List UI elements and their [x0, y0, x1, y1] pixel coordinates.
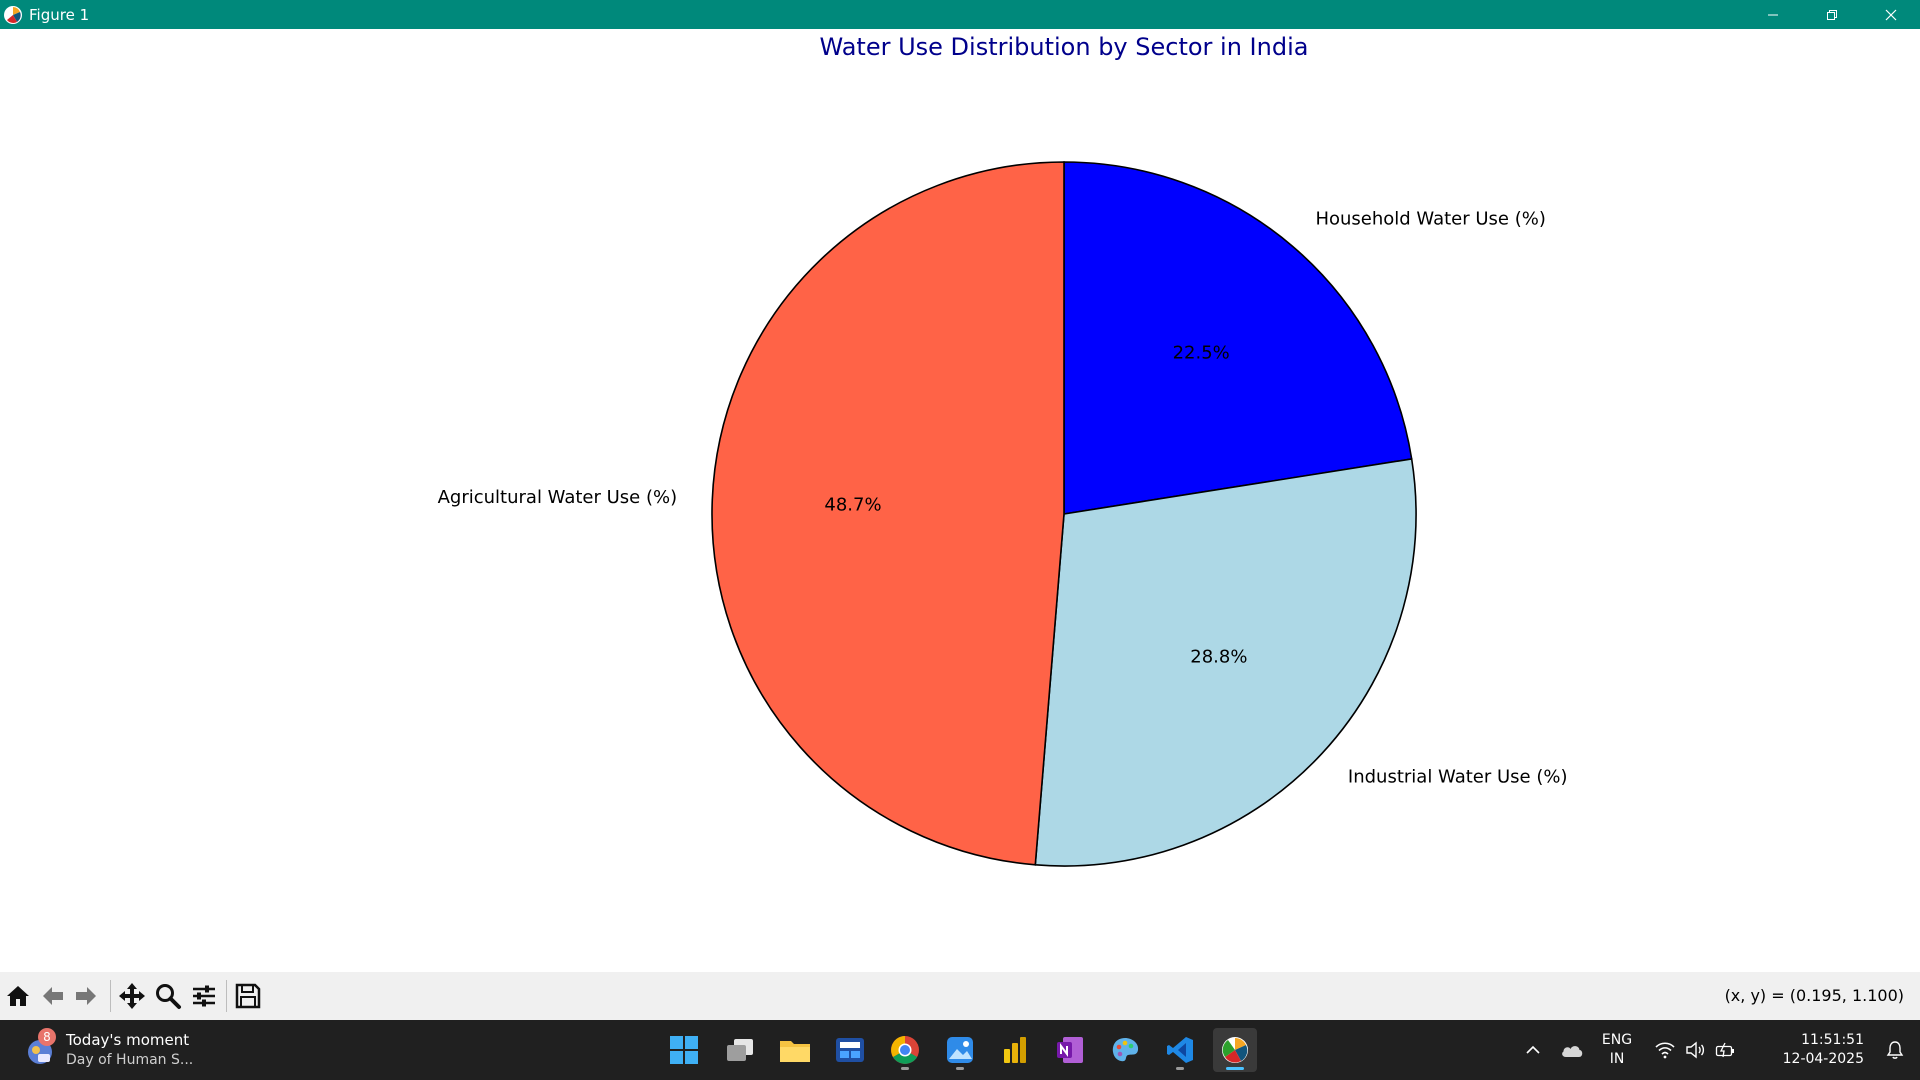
taskbar: 8 Today's moment Day of Human S...: [0, 1020, 1920, 1080]
task-view-icon: [727, 1039, 753, 1061]
weather-widget-icon: [28, 1040, 52, 1064]
battery-button[interactable]: [1710, 1020, 1740, 1080]
paint-button[interactable]: [1103, 1028, 1147, 1072]
pie-slice: [711, 161, 1065, 866]
start-button[interactable]: [662, 1028, 706, 1072]
widgets-button[interactable]: 8 Today's moment Day of Human S...: [24, 1028, 193, 1072]
widget-avatar: 8: [24, 1028, 56, 1066]
dev-home-icon: [836, 1038, 864, 1062]
slice-percent-label: 48.7%: [824, 494, 881, 515]
paint-icon: [1112, 1038, 1139, 1062]
battery-charging-icon: [1715, 1042, 1734, 1058]
pie-slice: [1034, 458, 1417, 867]
photos-icon: [947, 1037, 973, 1063]
configure-subplots-button[interactable]: [188, 980, 220, 1012]
slice-percent-label: 22.5%: [1173, 342, 1230, 363]
show-hidden-icons-button[interactable]: [1518, 1020, 1548, 1080]
active-indicator: [1226, 1067, 1244, 1070]
widget-title: Today's moment: [66, 1031, 190, 1049]
region-code: IN: [1609, 1051, 1625, 1067]
back-icon: [43, 987, 63, 1005]
home-button[interactable]: [2, 980, 34, 1012]
zoom-icon: [156, 984, 181, 1009]
matplotlib-logo-icon: [4, 5, 22, 24]
pie-chart: Water Use Distribution by Sector in Indi…: [438, 33, 1568, 867]
speaker-icon: [1686, 1041, 1705, 1059]
file-explorer-button[interactable]: [773, 1028, 817, 1072]
input-language-button[interactable]: ENG IN: [1592, 1020, 1642, 1080]
clock-date: 12-04-2025: [1782, 1051, 1864, 1067]
close-icon: [1885, 9, 1896, 20]
power-bi-button[interactable]: [993, 1028, 1037, 1072]
start-icon: [670, 1036, 698, 1064]
dev-home-button[interactable]: [828, 1028, 872, 1072]
onenote-button[interactable]: [1048, 1028, 1092, 1072]
wifi-icon: [1655, 1042, 1675, 1059]
save-button[interactable]: [232, 980, 264, 1012]
zoom-button[interactable]: [152, 980, 184, 1012]
running-indicator: [956, 1067, 964, 1070]
slice-category-label: Household Water Use (%): [1315, 209, 1545, 230]
notification-badge: 8: [38, 1028, 56, 1046]
volume-button[interactable]: [1680, 1020, 1710, 1080]
close-button[interactable]: [1861, 0, 1920, 29]
task-view-button[interactable]: [718, 1028, 762, 1072]
vscode-icon: [1167, 1037, 1193, 1063]
cursor-coordinates: (x, y) = (0.195, 1.100): [1724, 986, 1904, 1005]
vscode-button[interactable]: [1158, 1028, 1202, 1072]
clock-button[interactable]: 11:51:51 12-04-2025: [1750, 1020, 1870, 1080]
file-explorer-icon: [780, 1041, 810, 1062]
forward-icon: [76, 987, 96, 1005]
forward-button[interactable]: [70, 980, 102, 1012]
notification-bell-icon: [1886, 1041, 1904, 1059]
slice-percent-label: 28.8%: [1190, 647, 1247, 668]
pan-icon: [119, 983, 145, 1009]
window-titlebar: Figure 1: [0, 0, 1920, 29]
network-button[interactable]: [1650, 1020, 1680, 1080]
restore-button[interactable]: [1802, 0, 1861, 29]
toolbar-separator: [226, 980, 227, 1012]
clock-time: 11:51:51: [1801, 1032, 1864, 1048]
chrome-icon: [891, 1036, 919, 1064]
onenote-icon: [1057, 1037, 1083, 1063]
configure-subplots-icon: [193, 985, 215, 1007]
figure-canvas[interactable]: Water Use Distribution by Sector in Indi…: [0, 29, 1920, 972]
save-icon: [235, 983, 261, 1009]
cloud-icon: [1562, 1046, 1583, 1057]
minimize-button[interactable]: [1743, 0, 1802, 29]
power-bi-icon: [1004, 1037, 1026, 1063]
onedrive-button[interactable]: [1556, 1020, 1588, 1080]
chart-title: Water Use Distribution by Sector in Indi…: [820, 33, 1309, 61]
chevron-up-icon: [1526, 1045, 1540, 1054]
pie-slice: [1063, 161, 1413, 515]
chrome-button[interactable]: [883, 1028, 927, 1072]
back-button[interactable]: [37, 980, 69, 1012]
matplotlib-button[interactable]: [1213, 1028, 1257, 1072]
minimize-icon: [1767, 14, 1778, 15]
slice-category-label: Industrial Water Use (%): [1348, 766, 1568, 787]
system-tray: ENG IN 11:51:51 12-04-2025: [1500, 1020, 1920, 1080]
window-title: Figure 1: [29, 5, 90, 24]
matplotlib-icon: [1222, 1037, 1248, 1063]
home-icon: [7, 986, 29, 1006]
running-indicator: [1176, 1067, 1184, 1070]
photos-button[interactable]: [938, 1028, 982, 1072]
running-indicator: [901, 1067, 909, 1070]
widget-subtitle: Day of Human S...: [66, 1052, 194, 1068]
toolbar-separator: [110, 980, 111, 1012]
notifications-button[interactable]: [1880, 1020, 1910, 1080]
restore-icon: [1826, 9, 1837, 20]
pan-button[interactable]: [116, 980, 148, 1012]
language-code: ENG: [1601, 1032, 1633, 1048]
navigation-toolbar: (x, y) = (0.195, 1.100): [0, 972, 1920, 1020]
slice-category-label: Agricultural Water Use (%): [438, 487, 678, 508]
